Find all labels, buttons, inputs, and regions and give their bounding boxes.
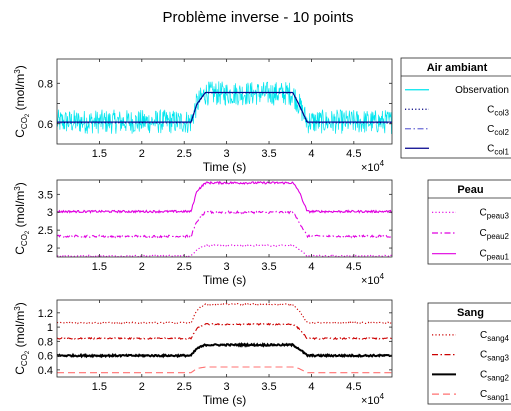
legend-box	[427, 179, 511, 265]
x-multiplier: ×104	[361, 159, 385, 174]
series-line-sang2	[57, 342, 392, 359]
chart-panel-2: 1.5 2 2.5 3 3.5 4 4.5 2 2.5 3 3.5 Time (s) ×104 CCO2 …	[13, 179, 511, 287]
plot-area	[57, 59, 392, 144]
axes-frame	[56, 58, 393, 145]
x-tick-label: 2.5	[177, 148, 192, 160]
x-axis-label: Time (s)	[203, 393, 247, 407]
series-line-sang1	[57, 366, 392, 374]
series-group	[57, 302, 392, 374]
figure-title: Problème inverse - 10 points	[163, 9, 354, 26]
series-line-observation	[57, 81, 392, 135]
legend-label: Ccol1	[487, 143, 509, 156]
x-tick-label: 3.5	[261, 261, 276, 273]
x-tick-label: 3	[224, 261, 230, 273]
legend-label: Cpeau2	[480, 228, 510, 241]
series-line-sang3	[57, 322, 392, 341]
x-tick-label: 3.5	[261, 381, 276, 393]
x-tick-label: 3	[224, 381, 230, 393]
legend: Air ambiant Observation Ccol3 Ccol2 Ccol1	[400, 57, 511, 159]
x-tick-label: 1.5	[92, 261, 107, 273]
chart-panel-3: 1.5 2 2.5 3 3.5 4 4.5 0.4 0.6 0.8 1 1.2 Time (s) ×104…	[13, 299, 511, 407]
x-tick-label: 2.5	[177, 261, 192, 273]
x-tick-label: 3.5	[261, 148, 276, 160]
legend-title: Peau	[457, 184, 483, 196]
x-multiplier: ×104	[361, 392, 385, 407]
y-tick-label: 1.2	[38, 308, 53, 320]
y-tick-label: 0.8	[38, 78, 53, 90]
x-tick-label: 2.5	[177, 381, 192, 393]
x-tick-label: 1.5	[92, 148, 107, 160]
x-tick-label: 4.5	[346, 148, 361, 160]
legend-box	[427, 302, 511, 405]
x-tick-label: 4	[308, 261, 314, 273]
axes-frame	[56, 299, 393, 378]
series-line-peau3	[57, 243, 392, 257]
y-tick-label: 1	[47, 322, 53, 334]
chart-panel-1: 1.5 2 2.5 3 3.5 4 4.5 0.6 0.8 Time (s) ×104 CCO2 (m…	[13, 57, 511, 174]
legend-label: Cpeau1	[480, 249, 510, 262]
legend-label: Cpeau3	[480, 207, 510, 220]
x-axis-label: Time (s)	[203, 160, 247, 174]
x-tick-label: 3	[224, 148, 230, 160]
x-tick-label: 4	[308, 148, 314, 160]
plot-area	[57, 180, 392, 257]
axes-frame	[56, 179, 393, 258]
x-tick-label: 2	[139, 381, 145, 393]
y-tick-label: 2	[47, 243, 53, 255]
legend-title: Air ambiant	[427, 62, 488, 74]
series-group	[57, 180, 392, 257]
legend-label: Csang4	[480, 330, 510, 343]
legend-label: Csang2	[480, 369, 510, 382]
y-axis-label: CCO2 (mol/m3)	[13, 182, 31, 254]
legend: Peau Cpeau3 Cpeau2 Cpeau1	[427, 179, 511, 265]
legend-label: Ccol2	[487, 124, 509, 137]
y-tick-label: 2.5	[38, 225, 53, 237]
y-tick-label: 0.4	[38, 365, 53, 377]
y-tick-label: 3	[47, 207, 53, 219]
series-line-peau2	[57, 209, 392, 239]
x-multiplier: ×104	[361, 272, 385, 287]
x-axis-label: Time (s)	[203, 273, 247, 287]
x-tick-label: 4.5	[346, 381, 361, 393]
legend-label: Csang1	[480, 389, 510, 402]
legend-label: Csang3	[480, 350, 510, 363]
x-tick-label: 1.5	[92, 381, 107, 393]
y-tick-label: 0.6	[38, 119, 53, 131]
legend: Sang Csang4 Csang3 Csang2 Csang1	[427, 302, 511, 405]
y-tick-label: 0.8	[38, 336, 53, 348]
legend-title: Sang	[457, 307, 484, 319]
legend-label: Ccol3	[487, 104, 509, 117]
x-tick-label: 2	[139, 261, 145, 273]
y-tick-label: 3.5	[38, 189, 53, 201]
x-tick-label: 4	[308, 381, 314, 393]
legend-label: Observation	[455, 85, 509, 96]
y-axis-label: CCO2 (mol/m3)	[13, 65, 31, 137]
x-tick-label: 4.5	[346, 261, 361, 273]
y-axis-label: CCO2 (mol/m3)	[13, 302, 31, 374]
legend-box	[400, 57, 511, 159]
series-line-col1	[57, 91, 392, 123]
y-tick-label: 0.6	[38, 351, 53, 363]
series-group	[57, 81, 392, 135]
series-line-peau1	[57, 180, 392, 214]
x-tick-label: 2	[139, 148, 145, 160]
